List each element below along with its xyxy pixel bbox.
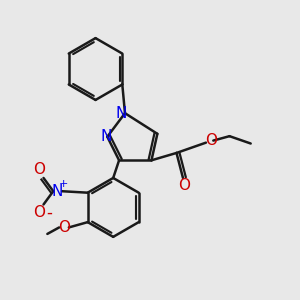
Text: O: O — [33, 205, 45, 220]
Text: -: - — [46, 204, 52, 222]
Text: O: O — [58, 220, 70, 235]
Text: O: O — [33, 162, 45, 177]
Text: +: + — [58, 179, 68, 189]
Text: O: O — [178, 178, 190, 193]
Text: O: O — [205, 133, 217, 148]
Text: N: N — [100, 129, 112, 144]
Text: N: N — [116, 106, 127, 121]
Text: N: N — [51, 184, 62, 199]
